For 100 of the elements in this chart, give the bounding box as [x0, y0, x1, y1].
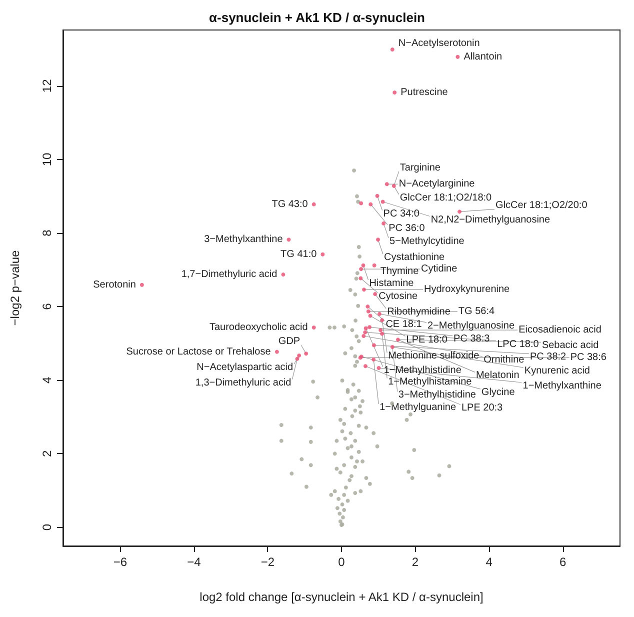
annotation: Histamine	[369, 278, 414, 289]
point	[392, 90, 397, 95]
point	[384, 182, 389, 186]
point	[373, 292, 378, 296]
y-tick-label: 8	[40, 229, 54, 236]
annotation: N−Acetylaspartic acid	[196, 362, 294, 373]
annotation: Serotonin	[93, 279, 136, 290]
annotation: 3−Methylhistidine	[398, 390, 476, 401]
annotation: Eicosadienoic acid	[518, 324, 602, 336]
annotation: Glycine	[481, 387, 516, 398]
annotation: 1−Methylhistamine	[388, 376, 472, 388]
annotation: N−Acetylserotonin	[398, 38, 480, 49]
y-tick-label: 10	[40, 152, 54, 166]
point	[312, 326, 316, 330]
y-tick-label: 12	[40, 78, 54, 93]
annotation: 1,7−Dimethyluric acid	[181, 269, 278, 280]
point	[359, 201, 364, 206]
point	[458, 210, 462, 214]
point	[286, 238, 291, 242]
x-tick-label: −4	[187, 555, 202, 569]
point	[362, 288, 366, 292]
point	[376, 238, 380, 242]
point	[359, 267, 364, 272]
annotation: PC 38:2	[530, 352, 567, 363]
annotation: 5−Methylcytidine	[390, 236, 465, 247]
x-tick-label: 6	[559, 555, 566, 569]
annotation: Sebacic acid	[542, 340, 599, 352]
point	[392, 184, 396, 188]
annotation: Methionine sulfoxide	[388, 350, 480, 362]
x-tick-label: 0	[338, 555, 346, 569]
y-tick-label: 0	[40, 524, 54, 531]
annotation: 1−Methylxanthine	[522, 380, 602, 392]
point	[376, 366, 381, 370]
point	[368, 202, 373, 206]
point	[378, 312, 382, 316]
point	[320, 252, 325, 256]
y-tick-label: 6	[40, 302, 54, 310]
annotation: 2−Methylguanosine	[427, 320, 515, 332]
point	[312, 202, 316, 206]
annotation: Ribothymidine	[387, 306, 451, 318]
annotation: TG 56:4	[458, 306, 495, 317]
point	[358, 276, 363, 280]
point	[297, 353, 302, 358]
point	[372, 343, 376, 348]
annotation: Sucrose or Lactose or Trehalose	[126, 346, 272, 358]
y-tick-label: 2	[40, 450, 54, 458]
annotation: Cytidine	[421, 264, 458, 275]
x-axis-title: log2 fold change [α-synuclein + Ak1 KD / α-synuclein]	[200, 590, 484, 604]
annotation: GlcCer 18:1;O2/20:0	[496, 200, 588, 212]
point	[364, 326, 368, 330]
annotation: CE 18:1	[386, 319, 422, 330]
annotation: Melatonin	[476, 370, 520, 382]
annotation: Kynurenic acid	[524, 366, 590, 377]
point	[304, 352, 308, 356]
y-tick-label: 4	[40, 376, 54, 384]
annotation: 1−Methylguanine	[380, 402, 456, 414]
annotation: PC 34:0	[383, 208, 420, 220]
annotation: Cytosine	[378, 290, 418, 302]
point	[366, 309, 370, 314]
point	[281, 272, 286, 277]
point	[363, 330, 368, 334]
point	[375, 194, 380, 198]
point	[140, 282, 144, 287]
point	[382, 221, 386, 226]
point	[390, 47, 394, 52]
annotation: Ornithine	[484, 354, 525, 366]
point	[456, 54, 460, 59]
annotation: 1,3−Dimethyluric acid	[195, 377, 292, 388]
point	[368, 314, 372, 318]
annotation: GDP	[278, 336, 300, 348]
annotation: Cystathionine	[384, 252, 446, 264]
annotation: LPC 18:0	[497, 338, 540, 350]
point	[380, 318, 384, 322]
y-axis-title: −log2 p−value	[8, 250, 22, 326]
annotation: Taurodeoxycholic acid	[209, 322, 308, 334]
point	[361, 263, 366, 268]
point	[368, 325, 372, 330]
annotation: Targinine	[400, 162, 441, 174]
point	[372, 263, 376, 268]
annotation: PC 38:3	[454, 334, 490, 345]
annotation: PC 38:6	[570, 352, 607, 364]
annotation: 3−Methylxanthine	[204, 234, 284, 246]
point	[396, 338, 400, 342]
point	[380, 200, 385, 204]
point	[390, 345, 394, 350]
annotation: 1−Methylhistidine	[384, 364, 462, 376]
annotation: LPE 18:0	[406, 334, 448, 346]
annotation: N2,N2−Dimethylguanosine	[430, 214, 550, 226]
annotation: Hydroxykynurenine	[424, 284, 510, 296]
point	[366, 304, 370, 309]
annotation: TG 41:0	[280, 248, 318, 260]
point	[274, 350, 279, 354]
point	[378, 328, 383, 332]
annotation: Thymine	[380, 266, 420, 277]
point	[363, 364, 368, 368]
annotation: Putrescine	[400, 87, 448, 98]
point	[372, 358, 376, 362]
annotation: N−Acetylarginine	[398, 178, 476, 190]
annotation: TG 43:0	[272, 198, 308, 210]
point	[362, 334, 366, 338]
